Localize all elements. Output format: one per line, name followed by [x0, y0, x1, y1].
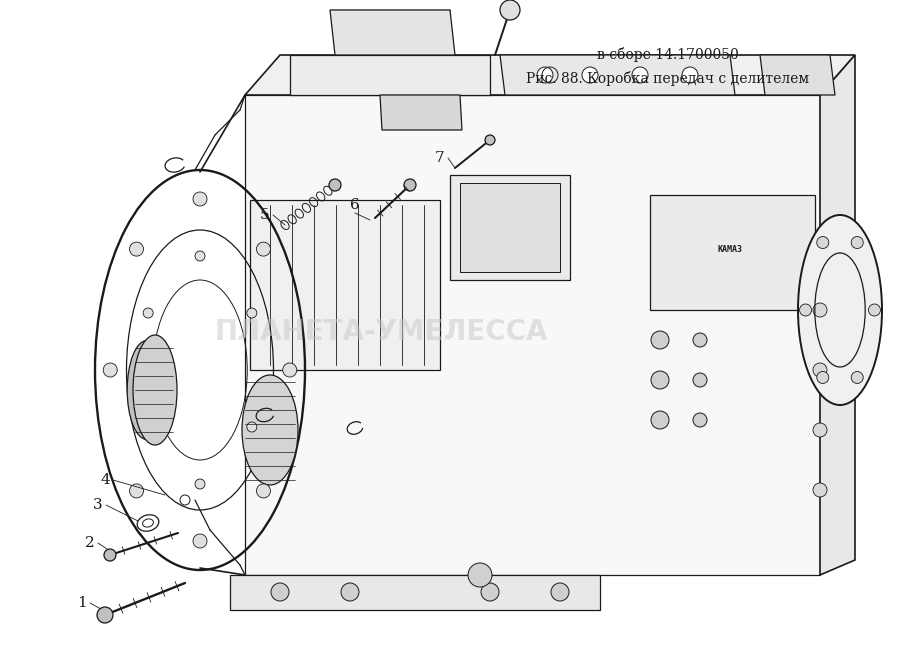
Circle shape [341, 583, 359, 601]
Ellipse shape [242, 375, 298, 485]
Circle shape [693, 413, 707, 427]
Circle shape [551, 583, 569, 601]
Circle shape [800, 304, 812, 316]
Circle shape [271, 583, 289, 601]
Circle shape [282, 363, 297, 377]
Circle shape [97, 607, 113, 623]
Ellipse shape [127, 341, 167, 440]
Circle shape [813, 363, 827, 377]
Polygon shape [380, 95, 462, 130]
Circle shape [817, 371, 829, 383]
Text: 6: 6 [350, 198, 360, 212]
Polygon shape [245, 55, 855, 95]
Polygon shape [290, 55, 490, 95]
Circle shape [256, 242, 271, 256]
Circle shape [247, 308, 257, 318]
Ellipse shape [798, 215, 882, 405]
Circle shape [651, 371, 669, 389]
Circle shape [813, 423, 827, 437]
Polygon shape [450, 175, 570, 280]
Ellipse shape [133, 335, 177, 445]
Text: КАМАЗ: КАМАЗ [717, 245, 743, 255]
Circle shape [682, 67, 698, 83]
Text: в сборе 14.1700050: в сборе 14.1700050 [597, 47, 738, 62]
Polygon shape [460, 183, 560, 272]
Circle shape [693, 373, 707, 387]
Circle shape [130, 484, 143, 498]
Circle shape [193, 192, 207, 206]
Circle shape [537, 67, 553, 83]
Text: 7: 7 [435, 151, 445, 165]
Circle shape [404, 179, 416, 191]
Polygon shape [760, 55, 835, 95]
Circle shape [632, 67, 648, 83]
Circle shape [143, 308, 153, 318]
Circle shape [868, 304, 881, 316]
Circle shape [193, 534, 207, 548]
Text: 5: 5 [261, 208, 270, 222]
Polygon shape [650, 195, 815, 310]
Circle shape [500, 0, 520, 20]
Circle shape [851, 237, 864, 249]
Polygon shape [250, 200, 440, 370]
Text: Рис. 88. Коробка передач с делителем: Рис. 88. Коробка передач с делителем [526, 71, 809, 86]
Text: 1: 1 [77, 596, 87, 610]
Circle shape [130, 242, 143, 256]
Text: 3: 3 [94, 498, 103, 512]
Polygon shape [330, 10, 455, 55]
Polygon shape [820, 55, 855, 575]
Circle shape [693, 333, 707, 347]
Circle shape [104, 549, 116, 561]
Text: ПЛАНЕТА-УМЕЛЕССА: ПЛАНЕТА-УМЕЛЕССА [214, 318, 548, 345]
Polygon shape [500, 55, 735, 95]
Circle shape [143, 422, 153, 432]
Circle shape [481, 583, 499, 601]
Circle shape [485, 135, 495, 145]
Polygon shape [245, 95, 820, 575]
Circle shape [256, 484, 271, 498]
Polygon shape [230, 575, 600, 610]
Circle shape [813, 303, 827, 317]
Text: 2: 2 [85, 536, 94, 550]
Circle shape [851, 371, 864, 383]
Circle shape [582, 67, 598, 83]
Circle shape [817, 237, 829, 249]
Circle shape [329, 179, 341, 191]
Circle shape [468, 563, 492, 587]
Circle shape [195, 479, 205, 489]
Circle shape [813, 483, 827, 497]
Circle shape [247, 422, 257, 432]
Circle shape [104, 363, 117, 377]
Text: 4: 4 [100, 473, 110, 487]
Circle shape [195, 251, 205, 261]
Circle shape [651, 331, 669, 349]
Circle shape [651, 411, 669, 429]
